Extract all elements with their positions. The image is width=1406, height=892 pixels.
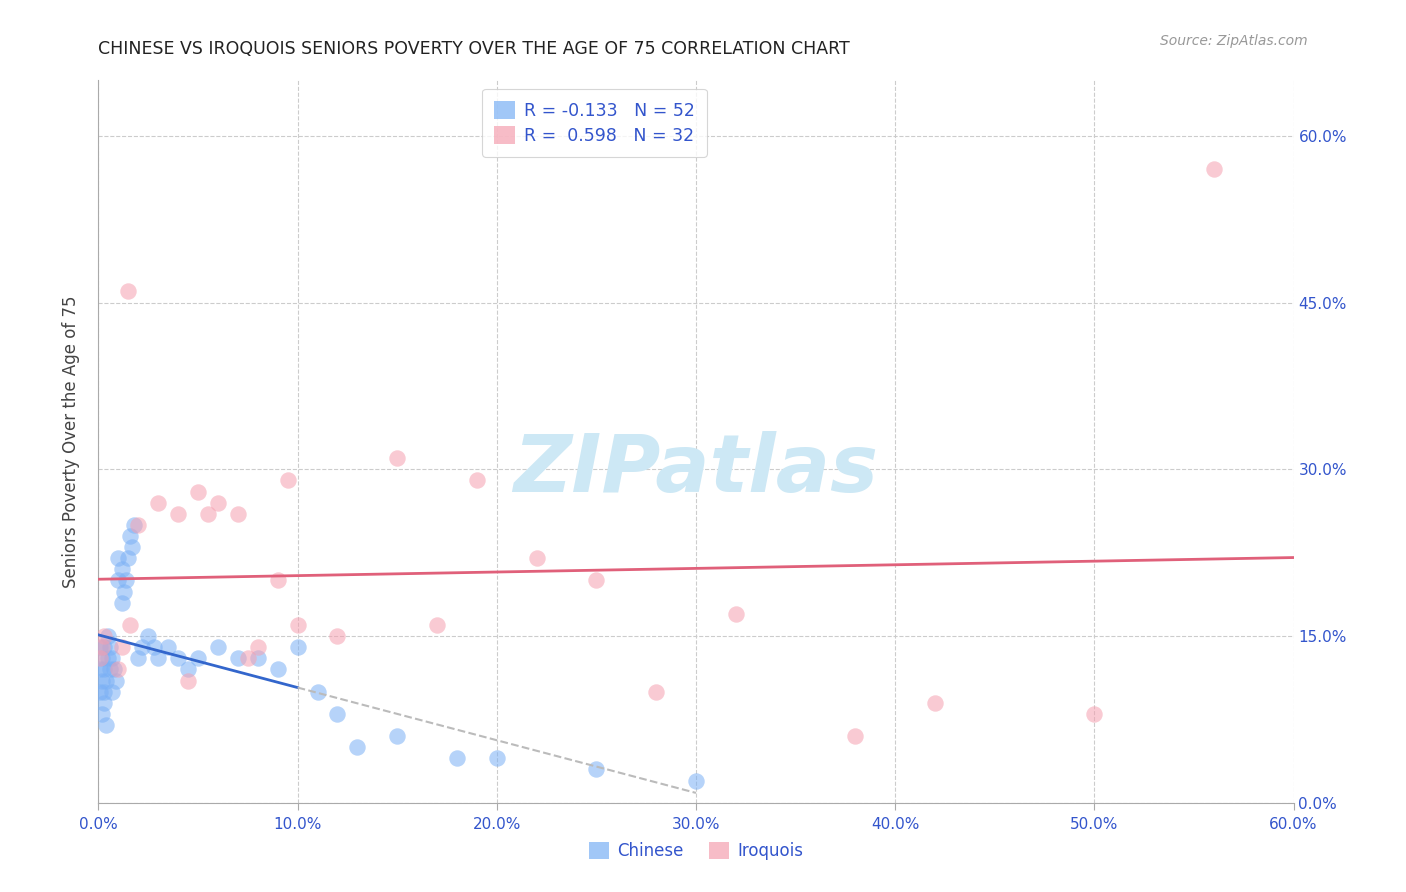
Point — [115, 574, 138, 588]
Point — [645, 684, 668, 698]
Point — [97, 651, 120, 665]
Point — [246, 640, 269, 655]
Point — [167, 651, 190, 665]
Point — [91, 651, 114, 665]
Point — [127, 517, 149, 532]
Point — [91, 673, 114, 688]
Point — [526, 551, 548, 566]
Text: CHINESE VS IROQUOIS SENIORS POVERTY OVER THE AGE OF 75 CORRELATION CHART: CHINESE VS IROQUOIS SENIORS POVERTY OVER… — [98, 40, 851, 58]
Point — [177, 673, 200, 688]
Point — [267, 662, 290, 676]
Point — [1083, 706, 1105, 721]
Point — [207, 640, 229, 655]
Point — [124, 517, 146, 532]
Point — [93, 662, 115, 676]
Point — [101, 684, 124, 698]
Point — [89, 640, 111, 655]
Point — [93, 696, 115, 710]
Point — [96, 673, 118, 688]
Point — [326, 629, 349, 643]
Point — [89, 684, 111, 698]
Point — [127, 651, 149, 665]
Point — [385, 451, 409, 466]
Point — [197, 507, 219, 521]
Point — [157, 640, 180, 655]
Point — [98, 662, 122, 676]
Point — [177, 662, 200, 676]
Point — [207, 496, 229, 510]
Point — [111, 596, 134, 610]
Point — [844, 729, 866, 743]
Point — [98, 640, 122, 655]
Point — [117, 285, 139, 299]
Point — [685, 773, 707, 788]
Point — [91, 706, 114, 721]
Point — [346, 740, 368, 755]
Point — [148, 651, 170, 665]
Legend: Chinese, Iroquois: Chinese, Iroquois — [582, 835, 810, 867]
Point — [307, 684, 329, 698]
Point — [585, 574, 607, 588]
Point — [485, 751, 508, 765]
Point — [326, 706, 349, 721]
Point — [226, 651, 249, 665]
Point — [111, 562, 134, 576]
Y-axis label: Seniors Poverty Over the Age of 75: Seniors Poverty Over the Age of 75 — [62, 295, 80, 588]
Point — [187, 651, 209, 665]
Point — [246, 651, 269, 665]
Point — [107, 574, 129, 588]
Point — [103, 662, 125, 676]
Point — [724, 607, 747, 621]
Point — [105, 673, 128, 688]
Point — [117, 551, 139, 566]
Point — [89, 651, 111, 665]
Point — [91, 640, 114, 655]
Point — [93, 640, 115, 655]
Point — [121, 540, 143, 554]
Point — [585, 763, 607, 777]
Point — [148, 496, 170, 510]
Point — [107, 662, 129, 676]
Point — [96, 718, 118, 732]
Point — [287, 640, 309, 655]
Point — [120, 529, 142, 543]
Point — [446, 751, 468, 765]
Point — [97, 629, 120, 643]
Point — [236, 651, 259, 665]
Point — [267, 574, 290, 588]
Text: Source: ZipAtlas.com: Source: ZipAtlas.com — [1160, 34, 1308, 48]
Point — [93, 629, 115, 643]
Point — [143, 640, 166, 655]
Point — [277, 474, 299, 488]
Point — [385, 729, 409, 743]
Point — [131, 640, 153, 655]
Point — [89, 662, 111, 676]
Point — [226, 507, 249, 521]
Point — [93, 684, 115, 698]
Point — [101, 651, 124, 665]
Point — [111, 640, 134, 655]
Point — [112, 584, 135, 599]
Point — [167, 507, 190, 521]
Text: ZIPatlas: ZIPatlas — [513, 432, 879, 509]
Point — [287, 618, 309, 632]
Point — [924, 696, 946, 710]
Point — [120, 618, 142, 632]
Point — [107, 551, 129, 566]
Point — [187, 484, 209, 499]
Point — [1202, 162, 1225, 177]
Point — [465, 474, 488, 488]
Point — [136, 629, 159, 643]
Point — [426, 618, 449, 632]
